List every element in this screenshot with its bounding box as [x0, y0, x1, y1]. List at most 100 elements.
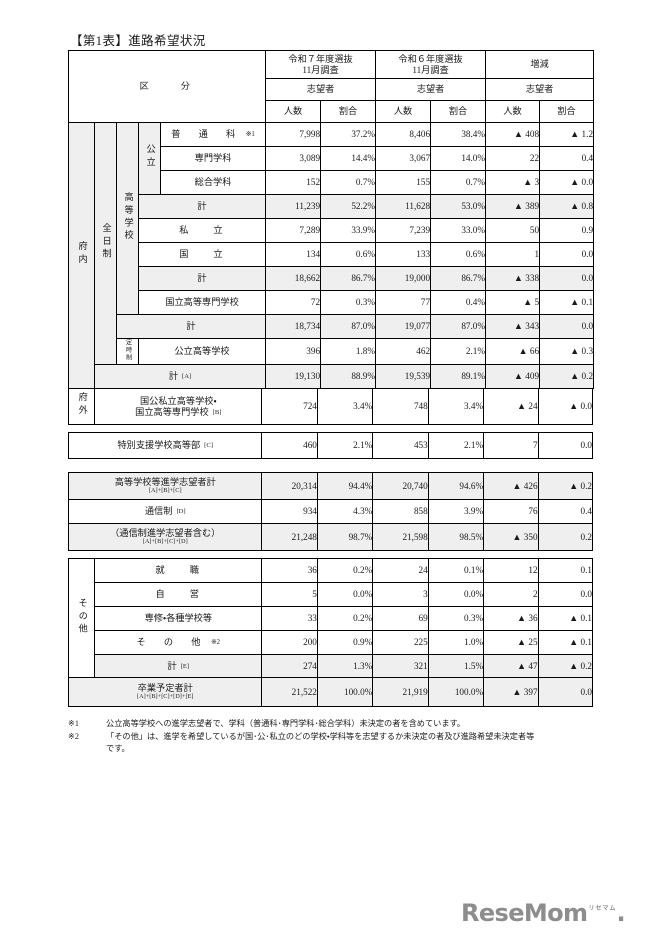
rowlabel-jiei: 自 営: [94, 582, 263, 607]
cell-value: ▲ 0.2: [537, 472, 594, 500]
table-row: 通信制 [D] 934 4.3% 858 3.9% 76 0.4: [67, 499, 594, 524]
rowlabel-senshu: 専修・各種学校等: [94, 606, 263, 631]
cell-value: 88.9%: [320, 364, 377, 390]
rowlabel-zennichisei: 全日制: [94, 121, 117, 366]
cell-value: 858: [372, 499, 429, 524]
cell-value: 0.0: [537, 582, 594, 607]
cell-value: 14.4%: [320, 146, 377, 171]
footnote-2-text: 「その他」は、進学を希望しているが国･公･私立のどの学校・学科等を志望するか未決…: [106, 731, 535, 741]
cell-value: 0.1%: [427, 558, 485, 583]
cell-value: 86.7%: [430, 266, 487, 291]
sonota-table: その他 就 職 36 0.2% 24 0.1% 12 0.1 自 営 5 0.0…: [67, 558, 594, 679]
cell-value: 0.2%: [316, 606, 374, 631]
cell-value: ▲ 24: [483, 388, 539, 425]
footnotes: ※1 公立高等学校への進学志望者で、学科（普通科･専門学科･総合学科）未決定の者…: [68, 718, 613, 756]
cell-value: 748: [372, 388, 429, 425]
header-group-r7: 令和７年度選抜 11月調査: [265, 50, 377, 79]
table-row: 計 11,239 52.2% 11,628 53.0% ▲ 389 ▲ 0.8: [69, 194, 595, 219]
cell-value: ▲ 3: [485, 170, 541, 195]
rowlabel-kouritsu: 公立: [138, 122, 161, 195]
cell-value: 69: [372, 606, 429, 631]
rowlabel-sougou: 総合学科: [159, 170, 267, 195]
cell-value: 0.2%: [316, 558, 374, 583]
cell-value: 155: [375, 170, 432, 195]
cell-value: 462: [375, 337, 432, 366]
cell-value: 100.0%: [427, 677, 485, 707]
cell-value: 11,239: [265, 194, 322, 219]
table-row: 卒業予定者計 [A]+[B]+[C]+[D]+[E] 21,522 100.0%…: [67, 677, 594, 707]
cell-value: ▲ 408: [485, 122, 541, 147]
cell-value: 2.1%: [316, 432, 374, 459]
cell-value: 72: [265, 290, 322, 315]
cell-value: 98.5%: [427, 523, 485, 551]
watermark-superscript: リセマム: [588, 905, 617, 912]
header-count-delta: 人数: [485, 100, 541, 123]
cell-value: 11,628: [375, 194, 432, 219]
cell-value: 0.7%: [320, 170, 377, 195]
cell-value: 21,919: [372, 677, 429, 707]
rowlabel-shiritsu: 私 立: [137, 218, 267, 243]
header-applicant-delta: 志望者: [485, 78, 595, 101]
cell-value: 52.2%: [320, 194, 377, 219]
cell-value: 33: [261, 606, 318, 631]
cell-value: 21,248: [261, 523, 318, 551]
table-row: 府内 全日制 高等学校 公立 普 通 科 ※1 7,998 37.2% 8,406…: [68, 121, 595, 390]
cell-value: ▲ 0.0: [539, 170, 595, 195]
rowlabel-senmon: 専門学科: [159, 146, 267, 171]
header-applicant-r6: 志望者: [375, 78, 487, 101]
cell-value: 134: [265, 242, 322, 267]
page-title: 【第1表】進路希望状況: [70, 34, 206, 48]
footnote-1-text: 公立高等学校への進学志望者で、学科（普通科･専門学科･総合学科）未決定の者を含め…: [106, 719, 466, 728]
cell-value: 3,089: [265, 146, 322, 171]
rowlabel-kosen: 国立高等専門学校: [137, 290, 267, 315]
cell-value: 934: [261, 499, 318, 524]
table-row: 計 [A] 19,130 88.9% 19,539 89.1% ▲ 409 ▲ 0…: [69, 364, 595, 390]
rowlabel-sonota-other: そ の 他 ※2: [94, 630, 263, 655]
cell-value: 133: [375, 242, 432, 267]
cell-value: 0.0: [537, 677, 594, 707]
cell-value: 321: [372, 654, 429, 679]
cell-value: 33.0%: [430, 218, 487, 243]
cell-value: 7,998: [265, 122, 322, 147]
grand-total-table: 卒業予定者計 [A]+[B]+[C]+[D]+[E] 21,522 100.0%…: [67, 677, 594, 707]
rowlabel-futsuka: 普 通 科 ※1: [159, 122, 267, 147]
cell-value: 2.1%: [430, 337, 487, 366]
cell-value: 0.0: [539, 314, 595, 339]
resemom-watermark: ReseMomリセマム.: [461, 901, 626, 925]
table-row: 自 営 5 0.0% 3 0.0% 2 0.0: [69, 582, 594, 607]
cell-value: 0.0%: [316, 582, 374, 607]
cell-value: ▲ 397: [483, 677, 539, 707]
cell-value: 460: [261, 432, 318, 459]
cell-value: 37.2%: [320, 122, 377, 147]
cell-value: 225: [372, 630, 429, 655]
header-applicant-r7: 志望者: [265, 78, 377, 101]
rowlabel-grand-total: 卒業予定者計 [A]+[B]+[C]+[D]+[E]: [67, 677, 263, 707]
cell-value: 94.6%: [427, 472, 485, 500]
cell-value: 77: [375, 290, 432, 315]
table-row: 私 立 7,289 33.9% 7,239 33.0% 50 0.9: [69, 218, 595, 243]
cell-value: 19,077: [375, 314, 432, 339]
main-table: 区 分 令和７年度選抜 11月調査 令和６年度選抜 11月調査 増減 志望者 志…: [67, 50, 595, 390]
cell-value: 14.0%: [430, 146, 487, 171]
table-row: 定時制 公立高等学校 396 1.8% 462 2.1% ▲ 66 ▲ 0.3: [69, 337, 595, 366]
cell-value: 3.4%: [427, 388, 485, 425]
header-count-r6: 人数: [375, 100, 432, 123]
cell-value: 3: [372, 582, 429, 607]
table-row: 計 18,662 86.7% 19,000 86.7% ▲ 338 0.0: [69, 266, 595, 291]
cell-value: 0.9%: [316, 630, 374, 655]
cell-value: 87.0%: [430, 314, 487, 339]
cell-value: 0.1: [537, 558, 594, 583]
rowlabel-tsushin-included: （通信制進学志望者含む） [A]+[B]+[C]+[D]: [67, 523, 263, 551]
cell-value: 12: [483, 558, 539, 583]
table-row: 専修・各種学校等 33 0.2% 69 0.3% ▲ 36 ▲ 0.1: [69, 606, 594, 631]
cell-value: 0.2: [537, 523, 594, 551]
header-group-r6: 令和６年度選抜 11月調査: [375, 50, 487, 79]
header-ratio-delta: 割合: [539, 100, 595, 123]
cell-value: 0.4: [539, 146, 595, 171]
rowlabel-kokuritsu: 国 立: [137, 242, 267, 267]
table-row: 計 [E] 274 1.3% 321 1.5% ▲ 47 ▲ 0.2: [69, 654, 594, 679]
table-row: その他 就 職 36 0.2% 24 0.1% 12 0.1: [67, 558, 594, 679]
rowlabel-sonota-total: 計 [E]: [94, 654, 263, 679]
cell-value: ▲ 36: [483, 606, 539, 631]
